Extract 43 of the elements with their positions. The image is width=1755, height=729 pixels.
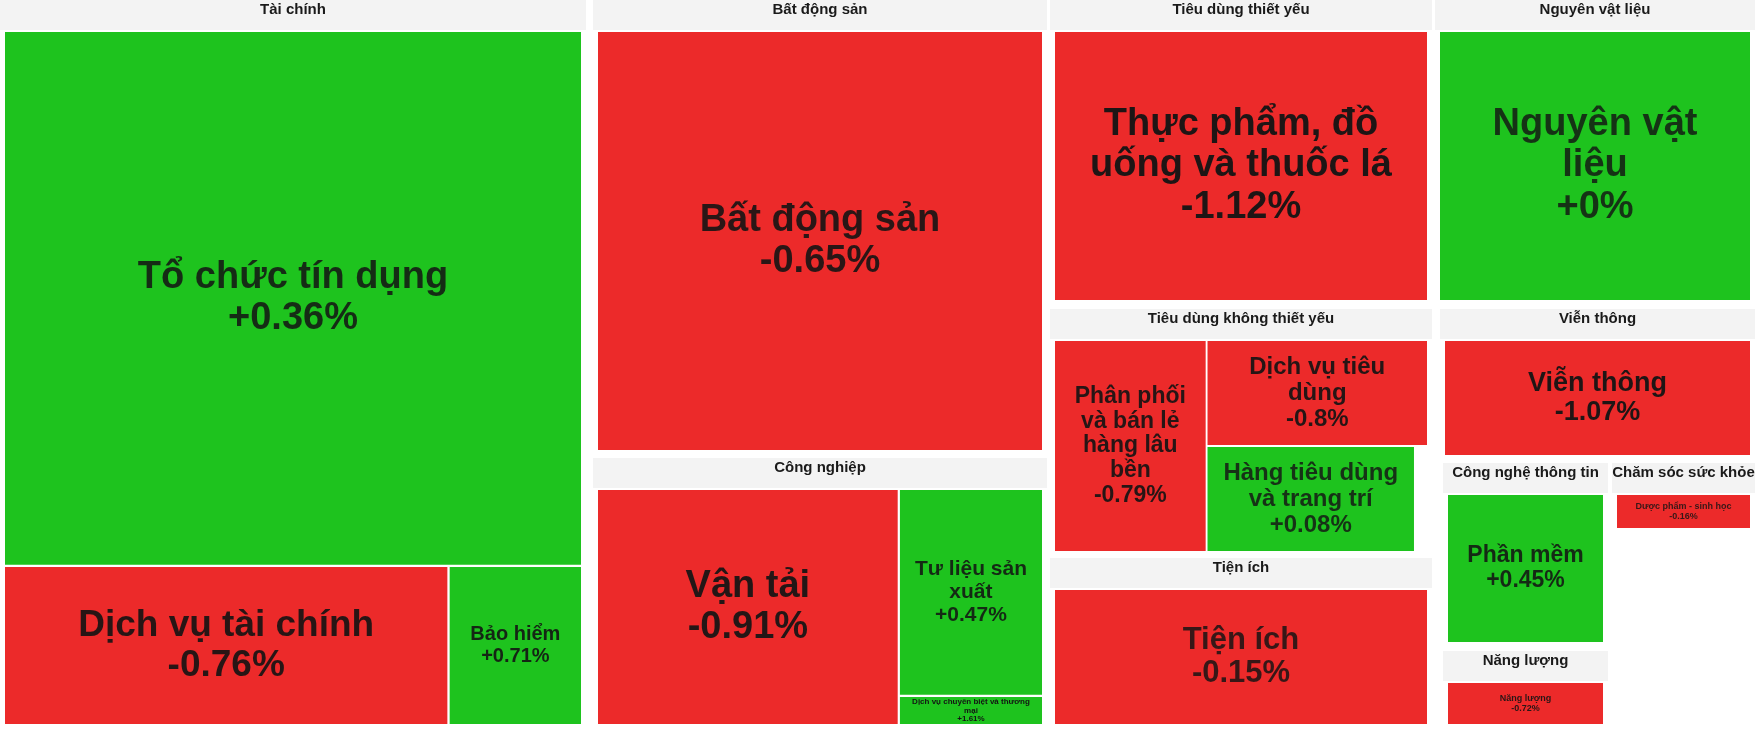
text: Tiêu dùng thiết yếu (1050, 0, 1432, 30)
category-label: Dược phẩm - sinh học (1635, 501, 1732, 512)
text: Chăm sóc sức khỏe (1612, 463, 1755, 493)
text: Tiện ích (1050, 558, 1432, 588)
data-label: +0.71% (481, 643, 550, 666)
category-label: Phân phối và bán lẻ hàng lâu bền (1074, 381, 1186, 483)
category-label: Bất động sản (699, 196, 941, 239)
text: Nguyên vật liệu (1435, 0, 1755, 30)
category-label: Vận tải (685, 562, 811, 605)
data-label: -0.72% (1511, 702, 1540, 713)
category-label: Hàng tiêu dùng và trang trí (1223, 457, 1399, 511)
category-label: Tiện ích (1182, 620, 1300, 656)
category-label: Dịch vụ chuyên biệt và thương mại (912, 697, 1030, 715)
data-label: -1.07% (1554, 396, 1641, 427)
data-label: +0.47% (935, 601, 1008, 625)
data-label: -0.79% (1093, 481, 1167, 508)
category-label: Năng lượng (1499, 693, 1552, 704)
data-label: +0.45% (1486, 566, 1565, 593)
data-label: -1.12% (1180, 183, 1302, 226)
category-label: Nguyên vật liệu (1492, 101, 1698, 185)
text: Tài chính (0, 0, 586, 30)
data-label: +0.36% (228, 295, 358, 338)
data-label: -0.15% (1191, 654, 1291, 690)
category-label: Dịch vụ tiêu dùng (1249, 351, 1386, 405)
data-label: -0.16% (1669, 510, 1698, 521)
category-label: Thực phẩm, đồ uống và thuốc lá (1090, 101, 1393, 185)
category-label: Tổ chức tín dụng (137, 254, 449, 297)
category-label: Dịch vụ tài chính (78, 602, 375, 644)
data-label: +0% (1556, 183, 1634, 226)
category-label: Tư liệu sản xuất (914, 556, 1027, 603)
text: Công nghệ thông tin (1443, 463, 1608, 493)
text: Bất động sản (593, 0, 1047, 30)
data-label: -0.76% (167, 642, 285, 684)
category-label: Bảo hiểm (470, 622, 561, 645)
text: Năng lượng (1443, 651, 1608, 681)
text: Viễn thông (1440, 309, 1755, 339)
data-label: -0.65% (759, 238, 881, 280)
data-label: +1.61% (957, 714, 985, 724)
category-label: Phần mềm (1467, 541, 1584, 568)
data-label: -0.91% (687, 604, 809, 646)
text: Công nghiệp (593, 458, 1047, 488)
category-label: Viễn thông (1528, 365, 1667, 397)
text: Tiêu dùng không thiết yếu (1050, 309, 1432, 339)
